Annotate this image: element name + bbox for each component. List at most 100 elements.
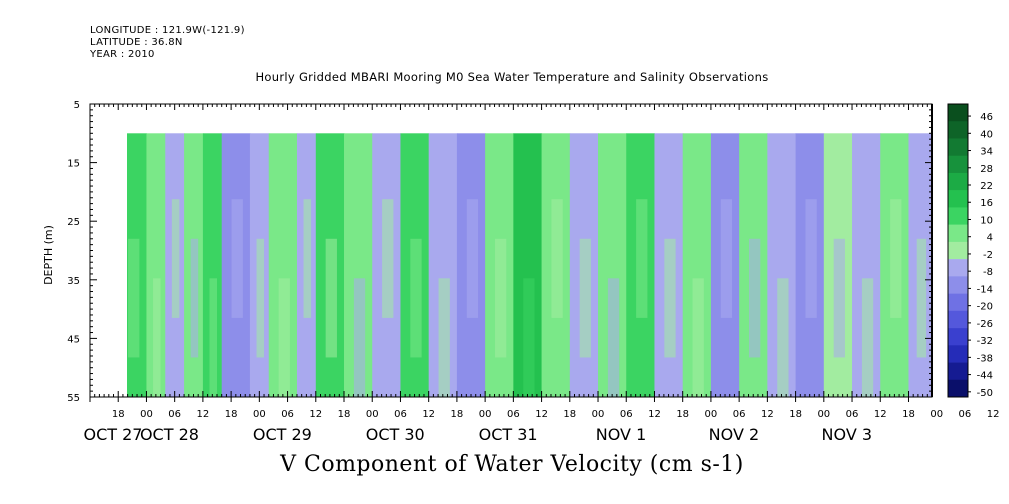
colorbar-label: 10 xyxy=(980,215,993,226)
x-hour-label: 18 xyxy=(789,409,802,420)
heatmap-patch xyxy=(438,278,450,397)
colorbar-label: 16 xyxy=(980,198,993,209)
x-hour-label: 12 xyxy=(197,409,210,420)
colorbar-cell xyxy=(948,310,968,329)
heatmap-patch xyxy=(523,278,535,397)
x-day-label: OCT 29 xyxy=(253,425,312,444)
x-day-label: OCT 27 xyxy=(84,425,143,444)
colorbar-cell xyxy=(948,276,968,294)
y-tick-label: 5 xyxy=(74,100,80,111)
heatmap-patch xyxy=(382,199,394,318)
heatmap-patch xyxy=(278,278,290,397)
colorbar-cell xyxy=(948,345,968,363)
heatmap-patch xyxy=(861,278,874,397)
colorbar-label: -14 xyxy=(977,284,993,295)
x-hour-label: 18 xyxy=(112,409,125,420)
heatmap-patch xyxy=(720,199,733,318)
x-hour-label: 00 xyxy=(930,409,943,420)
colorbar-cell xyxy=(948,328,968,346)
colorbar-cell xyxy=(948,207,968,225)
x-hour-label: 12 xyxy=(648,409,661,420)
y-tick-label: 45 xyxy=(67,334,80,345)
colorbar-cell xyxy=(948,172,968,191)
x-day-label: NOV 1 xyxy=(596,425,647,444)
chart-title: Hourly Gridded MBARI Mooring M0 Sea Wate… xyxy=(255,70,769,84)
heatmap-patch xyxy=(303,199,312,318)
y-axis-label: DEPTH (m) xyxy=(42,225,55,285)
x-hour-label: 00 xyxy=(366,409,379,420)
colorbar-label: -50 xyxy=(977,388,993,399)
x-hour-label: 06 xyxy=(168,409,181,420)
x-hour-label: 18 xyxy=(451,409,464,420)
longitude-label: LONGITUDE : 121.9W(-121.9) xyxy=(90,25,245,36)
x-day-label: OCT 30 xyxy=(366,425,425,444)
bottom-title: V Component of Water Velocity (cm s-1) xyxy=(280,452,744,477)
colorbar-label: -32 xyxy=(977,336,993,347)
x-hour-label: 00 xyxy=(817,409,830,420)
colorbar-label: 34 xyxy=(980,147,993,158)
x-axis-ticks xyxy=(89,104,933,402)
colorbar-label: -26 xyxy=(977,319,993,330)
heatmap-patch xyxy=(495,238,507,358)
x-hour-label: 18 xyxy=(563,409,576,420)
colorbar-cell xyxy=(948,362,968,381)
heatmap-band xyxy=(146,133,166,397)
x-hour-label: 06 xyxy=(281,409,294,420)
x-hour-label: 06 xyxy=(733,409,746,420)
colorbar: 46 40 34 28 22 16 10 4 -2 -8 -14 -20 -26 -32 -38 -44 -50 xyxy=(947,103,993,399)
colorbar-cell xyxy=(948,293,968,312)
heatmap-patch xyxy=(551,199,563,318)
heatmap-patch xyxy=(636,199,648,318)
colorbar-cell xyxy=(948,241,968,260)
heatmap-patch xyxy=(692,278,704,397)
colorbar-cell xyxy=(948,155,968,174)
year-label: YEAR : 2010 xyxy=(90,49,155,60)
x-hour-label: 06 xyxy=(394,409,407,420)
x-hour-label: 18 xyxy=(902,409,915,420)
y-tick-label: 15 xyxy=(67,159,80,170)
colorbar-label: 28 xyxy=(980,164,993,175)
x-hour-label: 12 xyxy=(309,409,322,420)
colorbar-cell xyxy=(948,104,968,122)
x-hour-label: 06 xyxy=(620,409,633,420)
x-day-label: OCT 28 xyxy=(140,425,199,444)
y-tick-label: 25 xyxy=(67,217,80,228)
heatmap-patch xyxy=(231,199,243,318)
heatmap-patch xyxy=(805,199,817,318)
colorbar-label: -8 xyxy=(983,267,993,278)
heatmap-area xyxy=(127,133,932,397)
colorbar-cell xyxy=(948,121,968,139)
heatmap-patch xyxy=(325,238,337,358)
colorbar-cell xyxy=(948,259,968,277)
colorbar-frame xyxy=(947,103,969,398)
heatmap-patch xyxy=(128,238,140,358)
x-day-label: NOV 3 xyxy=(822,425,873,444)
heatmap-band xyxy=(202,133,223,397)
latitude-label: LATITUDE : 36.8N xyxy=(90,37,183,48)
heatmap-patch xyxy=(153,278,161,397)
colorbar-cell xyxy=(948,224,968,243)
x-hour-label: 06 xyxy=(846,409,859,420)
y-axis: 5 15 25 35 45 55 xyxy=(67,100,932,404)
x-hour-label: 18 xyxy=(338,409,351,420)
x-hour-label: 18 xyxy=(676,409,689,420)
x-axis-labels: 18 00 06 12 18 00 06 12 18 00 06 12 18 00 06 12 18 00 06 12… xyxy=(84,409,1000,444)
colorbar-label: -2 xyxy=(983,250,993,261)
x-hour-label: 12 xyxy=(874,409,887,420)
colorbar-label: 40 xyxy=(980,129,993,140)
x-hour-label: 00 xyxy=(705,409,718,420)
y-tick-label: 35 xyxy=(67,276,80,287)
heatmap-patch xyxy=(466,199,479,318)
heatmap-patch xyxy=(579,238,591,358)
colorbar-cell xyxy=(948,190,968,208)
colorbar-label: -38 xyxy=(977,353,993,364)
x-hour-label: 12 xyxy=(761,409,774,420)
heatmap-patch xyxy=(833,238,845,358)
colorbar-label: 46 xyxy=(980,112,993,123)
x-day-label: OCT 31 xyxy=(479,425,538,444)
x-hour-label: 12 xyxy=(422,409,435,420)
colorbar-cell xyxy=(948,138,968,157)
x-day-label: NOV 2 xyxy=(709,425,760,444)
heatmap-patch xyxy=(410,238,422,358)
colorbar-label: 4 xyxy=(987,233,993,244)
